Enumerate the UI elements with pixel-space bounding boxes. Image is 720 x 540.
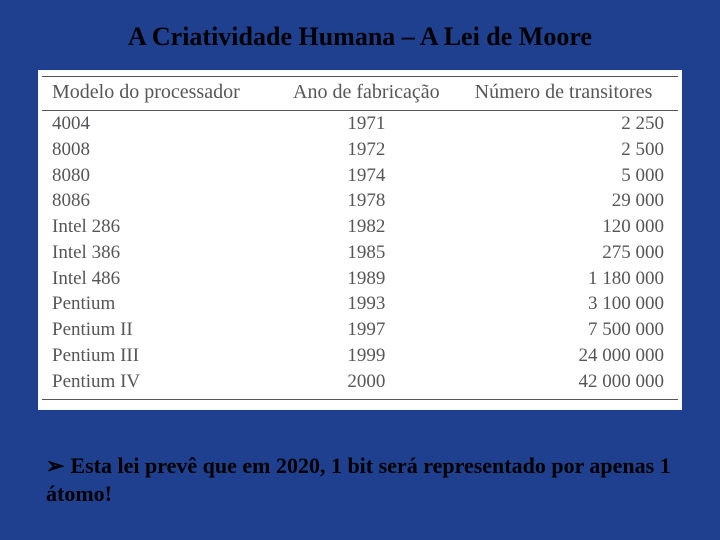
cell-transistors: 2 250 xyxy=(449,111,678,137)
cell-model: Pentium IV xyxy=(42,369,284,400)
bullet-arrow-icon: ➢ xyxy=(46,453,70,478)
cell-model: Pentium xyxy=(42,291,284,317)
cell-transistors: 3 100 000 xyxy=(449,291,678,317)
cell-year: 1993 xyxy=(284,291,449,317)
table-row: Pentium II19977 500 000 xyxy=(42,317,678,343)
cell-model: Intel 286 xyxy=(42,214,284,240)
cell-year: 2000 xyxy=(284,369,449,400)
cell-transistors: 24 000 000 xyxy=(449,343,678,369)
table-header-row: Modelo do processador Ano de fabricação … xyxy=(42,77,678,111)
table-row: Pentium19933 100 000 xyxy=(42,291,678,317)
cell-year: 1989 xyxy=(284,266,449,292)
cell-year: 1997 xyxy=(284,317,449,343)
moores-law-table: Modelo do processador Ano de fabricação … xyxy=(42,76,678,400)
table-row: 8086197829 000 xyxy=(42,188,678,214)
table-row: Pentium IV200042 000 000 xyxy=(42,369,678,400)
cell-model: Intel 386 xyxy=(42,240,284,266)
slide: A Criatividade Humana – A Lei de Moore M… xyxy=(0,0,720,540)
cell-transistors: 120 000 xyxy=(449,214,678,240)
cell-model: 8008 xyxy=(42,137,284,163)
cell-transistors: 5 000 xyxy=(449,163,678,189)
cell-year: 1982 xyxy=(284,214,449,240)
table-row: Intel 3861985275 000 xyxy=(42,240,678,266)
cell-year: 1999 xyxy=(284,343,449,369)
table-body: 400419712 250800819722 500808019745 0008… xyxy=(42,111,678,400)
cell-year: 1971 xyxy=(284,111,449,137)
cell-model: 8086 xyxy=(42,188,284,214)
moores-law-table-container: Modelo do processador Ano de fabricação … xyxy=(38,70,682,410)
cell-year: 1978 xyxy=(284,188,449,214)
col-header-trans: Número de transitores xyxy=(449,77,678,111)
cell-model: Pentium II xyxy=(42,317,284,343)
table-row: 800819722 500 xyxy=(42,137,678,163)
cell-year: 1985 xyxy=(284,240,449,266)
bullet-line: ➢Esta lei prevê que em 2020, 1 bit será … xyxy=(46,452,674,507)
cell-transistors: 29 000 xyxy=(449,188,678,214)
table-header: Modelo do processador Ano de fabricação … xyxy=(42,77,678,111)
cell-year: 1972 xyxy=(284,137,449,163)
cell-model: Pentium III xyxy=(42,343,284,369)
cell-model: 4004 xyxy=(42,111,284,137)
col-header-year: Ano de fabricação xyxy=(284,77,449,111)
cell-model: 8080 xyxy=(42,163,284,189)
table-row: Intel 48619891 180 000 xyxy=(42,266,678,292)
cell-transistors: 7 500 000 xyxy=(449,317,678,343)
table-row: 400419712 250 xyxy=(42,111,678,137)
cell-transistors: 275 000 xyxy=(449,240,678,266)
bullet-text: Esta lei prevê que em 2020, 1 bit será r… xyxy=(46,453,671,506)
cell-transistors: 1 180 000 xyxy=(449,266,678,292)
cell-transistors: 42 000 000 xyxy=(449,369,678,400)
cell-transistors: 2 500 xyxy=(449,137,678,163)
table-row: Pentium III199924 000 000 xyxy=(42,343,678,369)
slide-title: A Criatividade Humana – A Lei de Moore xyxy=(0,0,720,70)
cell-model: Intel 486 xyxy=(42,266,284,292)
col-header-model: Modelo do processador xyxy=(42,77,284,111)
cell-year: 1974 xyxy=(284,163,449,189)
table-row: Intel 2861982120 000 xyxy=(42,214,678,240)
table-row: 808019745 000 xyxy=(42,163,678,189)
